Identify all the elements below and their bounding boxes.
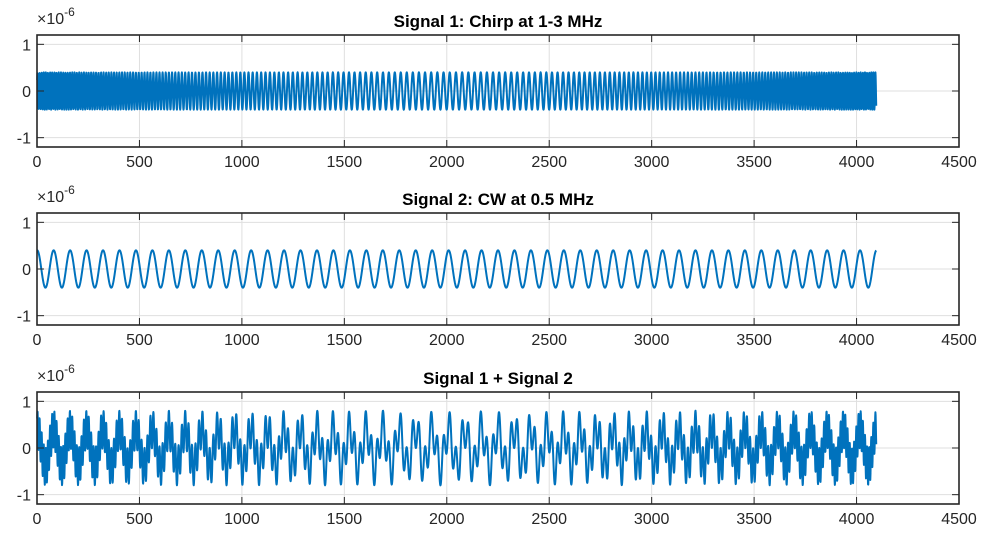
y-tick-label: -1 [17,309,31,326]
x-tick-label: 3000 [634,511,670,528]
x-tick-label: 1500 [327,511,363,528]
y-exponent-prefix: × [37,368,46,385]
y-tick-label: 0 [22,84,31,101]
x-tick-label: 4500 [941,154,977,171]
x-tick-label: 3500 [736,332,772,349]
x-tick-label: 2500 [531,511,567,528]
subplot-title: Signal 1 + Signal 2 [423,369,573,388]
grid [36,213,960,325]
x-tick-label: 3000 [634,332,670,349]
y-tick-label: 1 [22,215,31,232]
x-tick-label: 500 [126,154,153,171]
y-tick-label: -1 [17,131,31,148]
y-exponent-base: 10 [46,368,64,385]
x-tick-label: 3500 [736,511,772,528]
x-tick-label: 2000 [429,154,465,171]
subplot-title: Signal 1: Chirp at 1-3 MHz [394,12,603,31]
x-tick-label: 2000 [429,332,465,349]
y-exponent-power: -6 [64,183,75,197]
x-tick-label: 2500 [531,332,567,349]
x-tick-label: 2500 [531,154,567,171]
x-tick-label: 1500 [327,154,363,171]
x-tick-label: 0 [33,332,42,349]
x-tick-label: 0 [33,154,42,171]
x-tick-label: 500 [126,511,153,528]
subplot-title: Signal 2: CW at 0.5 MHz [402,190,594,209]
x-tick-label: 1000 [224,154,260,171]
y-tick-label: -1 [17,488,31,505]
y-tick-label: 1 [22,394,31,411]
y-exponent-base: 10 [46,11,64,28]
x-tick-label: 4500 [941,511,977,528]
series-line [36,249,878,289]
panels: 0 500 1000 1500 2000 2500 3000 3500 4000 4500-101… [17,5,977,528]
y-exponent-base: 10 [46,189,64,206]
y-tick-label: 0 [22,441,31,458]
y-exponent-prefix: × [37,11,46,28]
x-tick-label: 3000 [634,154,670,171]
x-tick-label: 500 [126,332,153,349]
y-exponent-label: ×10-6 [37,183,75,206]
x-tick-label: 2000 [429,511,465,528]
series-line [36,409,878,487]
y-tick-label: 1 [22,37,31,54]
x-tick-label: 4000 [839,154,875,171]
x-tick-label: 3500 [736,154,772,171]
x-tick-label: 4000 [839,332,875,349]
y-exponent-label: ×10-6 [37,362,75,385]
y-tick-label: 0 [22,262,31,279]
x-tick-label: 4500 [941,332,977,349]
x-tick-label: 1500 [327,332,363,349]
y-exponent-prefix: × [37,189,46,206]
x-tick-label: 1000 [224,332,260,349]
subplot-3: 0 500 1000 1500 2000 2500 3000 3500 4000 4500-101… [17,362,977,528]
series-line [36,71,878,111]
x-tick-label: 4000 [839,511,875,528]
y-exponent-power: -6 [64,362,75,376]
subplot-1: 0 500 1000 1500 2000 2500 3000 3500 4000 4500-101… [17,5,977,171]
y-exponent-label: ×10-6 [37,5,75,28]
x-tick-label: 1000 [224,511,260,528]
y-exponent-power: -6 [64,5,75,19]
x-tick-label: 0 [33,511,42,528]
subplot-2: 0 500 1000 1500 2000 2500 3000 3500 4000 4500-101… [17,183,977,349]
